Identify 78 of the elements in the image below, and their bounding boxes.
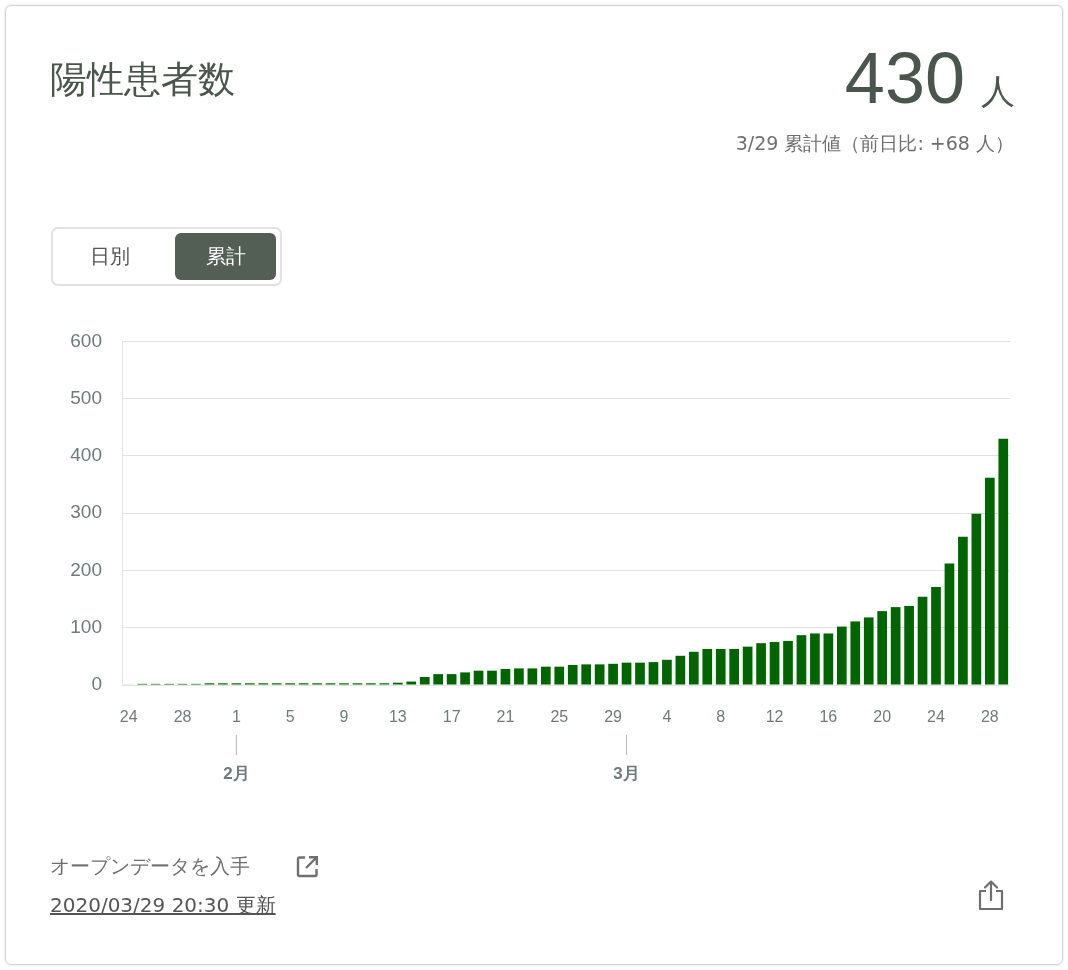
bar [446, 674, 457, 685]
bar [850, 621, 861, 685]
bar [742, 646, 753, 685]
bar [487, 670, 497, 685]
bar [931, 587, 941, 685]
x-tick-label: 20 [873, 708, 892, 726]
x-tick-label: 16 [819, 708, 838, 726]
bar [527, 668, 538, 685]
x-tick-label: 9 [339, 708, 349, 726]
bar [984, 477, 995, 685]
x-tick-label: 24 [119, 708, 138, 726]
bar [769, 642, 780, 685]
bar [688, 651, 699, 685]
y-tick-label: 0 [91, 673, 102, 695]
bar [433, 674, 444, 685]
bar [608, 663, 618, 685]
x-tick-label: 25 [550, 708, 569, 726]
bar [460, 672, 470, 685]
text: 430 人 [844, 38, 1015, 118]
x-tick-label: 17 [442, 708, 461, 726]
bar [581, 664, 592, 685]
bar [863, 617, 874, 685]
bar [729, 648, 740, 685]
bar [998, 438, 1009, 685]
text: オープンデータを入手 [50, 853, 250, 880]
bar [836, 626, 847, 685]
bar [796, 635, 807, 685]
bar [823, 633, 834, 685]
annotation: 2月 [223, 763, 250, 783]
x-tick-label: 28 [173, 708, 192, 726]
view-toggle: 日別 累計 [51, 227, 282, 286]
x-tick-label: 1 [231, 708, 241, 726]
bar [810, 633, 820, 685]
bar [500, 668, 511, 685]
bar [621, 662, 632, 685]
bar [917, 596, 928, 685]
bar [419, 676, 430, 685]
bar [473, 670, 484, 685]
y-tick-label: 300 [70, 501, 102, 523]
bar [702, 648, 713, 685]
bar [756, 643, 766, 685]
x-tick-label: 5 [285, 708, 295, 726]
bar [904, 605, 914, 685]
x-tick-label: 4 [662, 708, 672, 726]
toggle-button: 累計 [175, 233, 276, 280]
x-tick-label: 21 [496, 708, 515, 726]
y-tick-label: 400 [70, 444, 102, 466]
bar [540, 666, 551, 685]
bar [514, 668, 524, 685]
bar [675, 655, 686, 685]
bar [958, 536, 968, 685]
bar [877, 611, 888, 685]
annotation: 3月 [613, 763, 640, 783]
bar [406, 681, 417, 685]
x-tick-label: 12 [765, 708, 784, 726]
bar [890, 607, 901, 685]
bar [662, 659, 672, 685]
y-tick-label: 100 [70, 615, 102, 637]
bar [783, 640, 793, 685]
x-tick-label: 29 [604, 708, 623, 726]
x-tick-label: 28 [980, 708, 999, 726]
bar [715, 648, 726, 685]
bar [567, 664, 578, 685]
x-tick-label: 13 [388, 708, 407, 726]
bar [594, 664, 605, 685]
chart-title: 陽性患者数 [50, 57, 235, 103]
bar [554, 666, 565, 685]
bar [971, 513, 982, 685]
bar [944, 563, 955, 685]
x-tick-label: 24 [927, 708, 945, 726]
bar [648, 662, 659, 685]
text: 2020/03/29 20:30 更新 [50, 892, 276, 919]
y-tick-label: 200 [70, 558, 102, 580]
bar [635, 662, 645, 685]
y-tick-label: 600 [70, 329, 102, 351]
chart-subtitle: 3/29 累計値（前日比: +68 人） [735, 131, 1014, 156]
x-tick-label: 8 [716, 708, 726, 726]
y-tick-label: 500 [70, 386, 102, 408]
